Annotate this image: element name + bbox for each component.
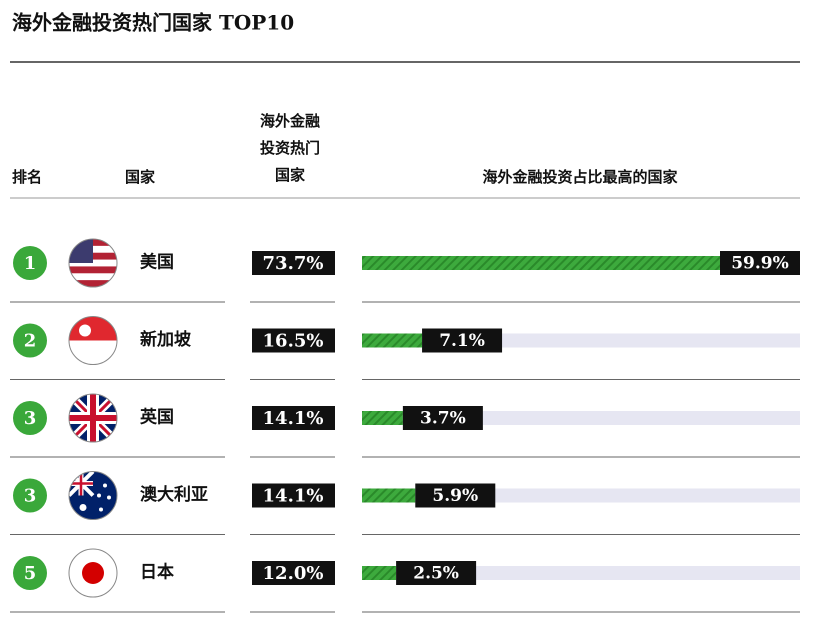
country: 日本	[140, 562, 174, 583]
flag-ring	[68, 471, 118, 520]
bar-label: 59.9%	[731, 254, 789, 274]
bar	[362, 333, 423, 348]
bar-label: 5.9%	[432, 486, 478, 506]
bar	[362, 256, 720, 270]
share-box	[252, 251, 335, 275]
flag	[69, 471, 117, 520]
bar-label-box	[415, 483, 496, 508]
rank: 1	[24, 253, 37, 274]
rank-badge	[13, 556, 47, 590]
bar-label: 3.7%	[420, 409, 466, 429]
share: 16.5%	[263, 331, 324, 352]
title: 海外金融投资热门国家 TOP10	[12, 11, 294, 35]
bar	[362, 411, 403, 425]
bar	[362, 566, 397, 580]
rank: 3	[24, 408, 37, 429]
flag-ring	[68, 548, 118, 598]
rank-badge	[13, 246, 47, 280]
share-box	[252, 561, 335, 585]
rank: 2	[24, 331, 37, 352]
flag-ring	[68, 238, 118, 288]
rank-badge	[13, 323, 47, 358]
country: 英国	[140, 407, 174, 428]
bar-label-box	[396, 561, 477, 585]
header-rank: 排名	[12, 168, 42, 186]
share: 12.0%	[263, 563, 324, 584]
rank-badge	[13, 401, 47, 435]
share-box	[252, 328, 335, 353]
rank: 5	[24, 563, 37, 584]
share-box	[252, 483, 335, 508]
bar	[362, 488, 416, 503]
share: 14.1%	[263, 486, 324, 507]
header-share: 海外金融	[260, 112, 320, 130]
header-share: 国家	[275, 166, 305, 184]
bar-label: 2.5%	[413, 564, 459, 584]
share-box	[252, 406, 335, 430]
bar-label-box	[720, 251, 800, 275]
bar-label-box	[402, 406, 483, 430]
country: 美国	[140, 252, 174, 273]
header-country: 国家	[125, 168, 155, 186]
country: 新加坡	[140, 329, 191, 350]
flag-ring	[68, 316, 118, 365]
bar-label-box	[422, 328, 503, 353]
share: 14.1%	[263, 408, 324, 429]
bar-label: 7.1%	[439, 331, 485, 351]
rank: 3	[24, 486, 37, 507]
country: 澳大利亚	[140, 484, 208, 505]
header-top: 海外金融投资占比最高的国家	[482, 168, 677, 186]
rank-badge	[13, 478, 47, 513]
flag	[69, 549, 117, 597]
share: 73.7%	[263, 253, 324, 274]
flag-ring	[68, 393, 118, 443]
header-share: 投资热门	[260, 139, 320, 157]
flag	[69, 394, 117, 442]
